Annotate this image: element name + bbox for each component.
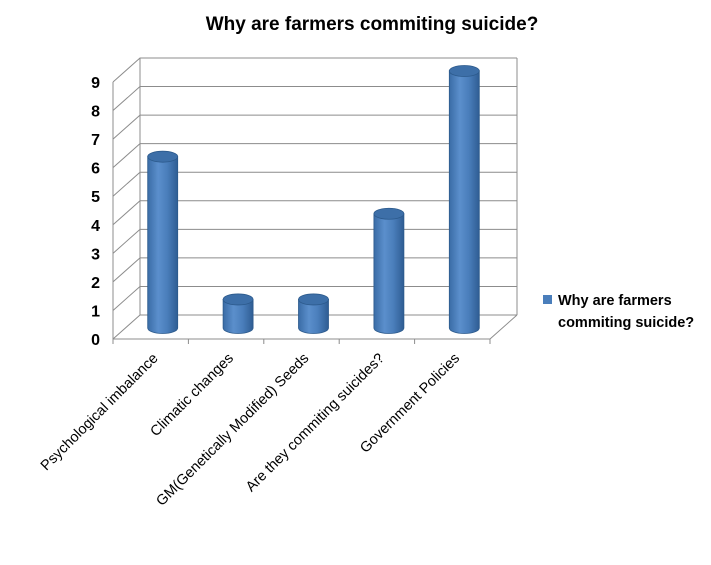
y-tick-label: 8 [91,104,100,121]
x-tick-label: Are they commiting suicides? [243,351,388,496]
y-axis-ticks: 0 1 2 3 4 5 6 7 8 9 [91,75,100,349]
bar [147,150,179,334]
bar-body [448,70,480,334]
y-tick-label: 1 [91,303,100,320]
x-tick-label: GM(Genetically Modified) Seeds [153,351,312,510]
bar-top [373,207,405,220]
chart-title: Why are farmers commiting suicide? [206,14,539,35]
bar [373,207,405,334]
bar-top [147,150,179,163]
y-tick-label: 7 [91,132,100,149]
y-tick-label: 0 [91,332,100,349]
bars [147,65,480,334]
bar-top [448,65,480,77]
bar-body [222,299,254,334]
legend-label-line-1: Why are farmers [558,293,672,309]
bar-top [222,293,254,306]
axes [112,58,518,344]
bar-body [373,213,405,334]
bar [448,65,480,334]
y-tick-label: 5 [91,189,100,206]
x-tick-label: Psychological imbalance [38,351,162,475]
y-tick-label: 2 [91,275,100,292]
y-tick-label: 6 [91,161,100,178]
bar [222,293,254,334]
legend: Why are farmers commiting suicide? [543,293,694,331]
bar-body [147,156,179,334]
bar-body [298,299,329,334]
legend-label-line-2: commiting suicide? [558,315,694,331]
y-tick-label: 9 [91,75,100,92]
bar-top [298,293,329,306]
bar [298,293,329,334]
y-tick-label: 3 [91,246,100,263]
y-tick-label: 4 [91,218,100,235]
x-tick-label: Climatic changes [148,351,237,440]
legend-swatch [543,295,552,304]
